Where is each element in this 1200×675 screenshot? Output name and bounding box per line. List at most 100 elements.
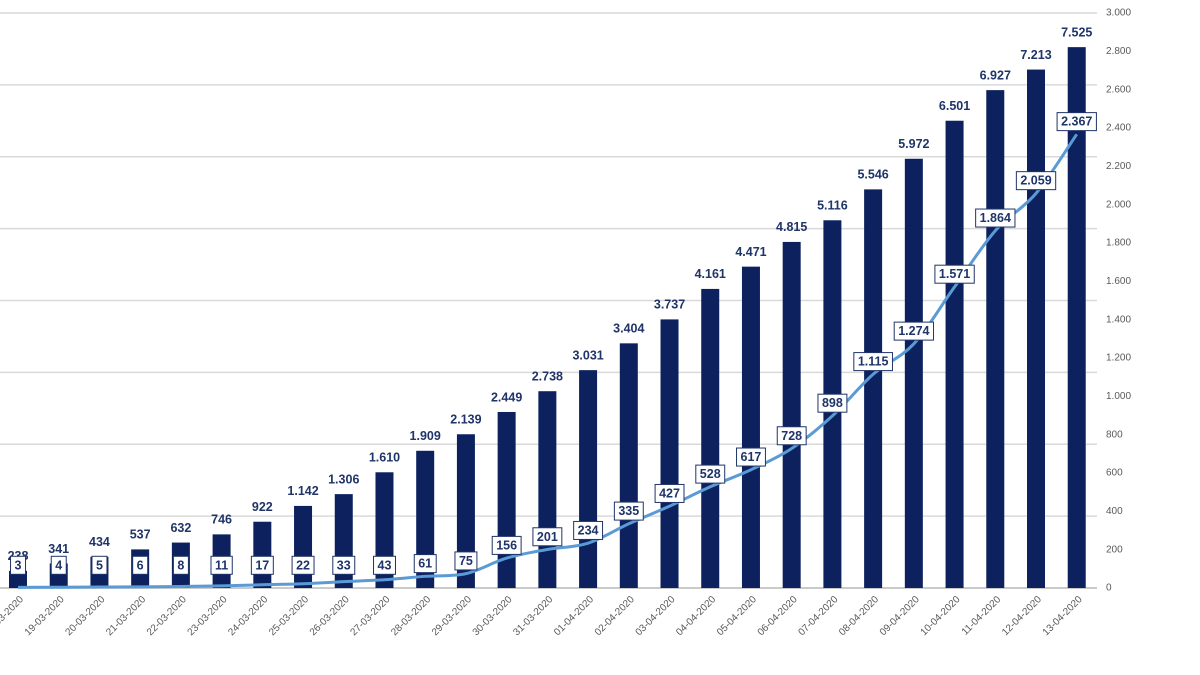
line-value-label: 156 bbox=[491, 535, 522, 555]
line-value-label: 6 bbox=[132, 555, 149, 575]
label-box bbox=[10, 555, 27, 575]
bar-value-label: 5.116 bbox=[817, 199, 848, 213]
x-tick-label: 07-04-2020 bbox=[796, 594, 840, 638]
bar-value-label: 7.213 bbox=[1020, 48, 1051, 62]
line-value-text: 61 bbox=[418, 557, 432, 571]
line-value-text: 11 bbox=[215, 558, 228, 572]
label-box bbox=[817, 393, 848, 413]
y2-tick-label: 1.000 bbox=[1106, 391, 1131, 402]
bar-value-label: 4.471 bbox=[735, 245, 766, 259]
y2-tick-label: 1.800 bbox=[1106, 238, 1131, 249]
label-box bbox=[573, 520, 604, 540]
x-tick-label: 30-03-2020 bbox=[471, 594, 515, 638]
bar bbox=[782, 241, 801, 588]
label-box bbox=[332, 555, 356, 575]
label-box bbox=[893, 321, 935, 341]
line-value-text: 3 bbox=[15, 558, 22, 572]
bar bbox=[701, 288, 720, 588]
y2-tick-label: 2.400 bbox=[1106, 123, 1131, 134]
label-box bbox=[50, 555, 67, 575]
x-tick-label: 06-04-2020 bbox=[756, 594, 800, 638]
bar-value-label: 2.139 bbox=[450, 413, 481, 427]
x-tick-label: 09-04-2020 bbox=[878, 594, 922, 638]
bar-value-label: 922 bbox=[252, 500, 273, 514]
bar bbox=[864, 189, 883, 588]
line-value-label: 898 bbox=[817, 393, 848, 413]
bar-value-label: 3.031 bbox=[572, 348, 603, 362]
line-value-text: 17 bbox=[255, 558, 269, 572]
line-value-text: 22 bbox=[296, 558, 310, 572]
bar bbox=[294, 505, 313, 588]
x-tick-label: 27-03-2020 bbox=[349, 594, 393, 638]
label-box bbox=[853, 352, 893, 372]
x-tick-label: 02-04-2020 bbox=[593, 594, 637, 638]
x-tick-label: 24-03-2020 bbox=[226, 594, 270, 638]
line-value-text: 1.274 bbox=[898, 324, 929, 338]
label-box bbox=[373, 555, 396, 575]
label-box bbox=[1015, 171, 1057, 191]
x-tick-label: 05-04-2020 bbox=[715, 594, 759, 638]
x-tick-label: 21-03-2020 bbox=[104, 594, 148, 638]
line-value-label: 61 bbox=[413, 554, 437, 574]
bar-value-label: 6.927 bbox=[980, 68, 1011, 82]
bar-value-label: 537 bbox=[130, 528, 151, 542]
line-value-text: 898 bbox=[822, 396, 843, 410]
y2-tick-label: 2.600 bbox=[1106, 84, 1131, 95]
line-value-text: 1.115 bbox=[858, 355, 889, 369]
line-value-text: 2.367 bbox=[1061, 115, 1092, 129]
line-value-text: 728 bbox=[781, 429, 802, 443]
line-value-text: 1.571 bbox=[939, 267, 970, 281]
line-value-text: 43 bbox=[378, 558, 392, 572]
label-box bbox=[454, 551, 478, 571]
line-value-text: 617 bbox=[741, 450, 762, 464]
x-tick-label: 20-03-2020 bbox=[63, 594, 107, 638]
label-box bbox=[491, 535, 522, 555]
x-tick-label: 25-03-2020 bbox=[267, 594, 311, 638]
bar-value-label: 5.546 bbox=[857, 168, 888, 182]
label-box bbox=[532, 527, 563, 547]
bar bbox=[1067, 47, 1086, 588]
bar-value-label: 434 bbox=[89, 535, 110, 549]
line-value-text: 8 bbox=[177, 558, 184, 572]
y2-tick-label: 600 bbox=[1106, 468, 1123, 479]
line-value-label: 1.274 bbox=[893, 321, 935, 341]
y2-tick-label: 0 bbox=[1106, 583, 1112, 594]
line-value-label: 427 bbox=[654, 483, 685, 503]
line-value-label: 1.864 bbox=[975, 208, 1016, 228]
x-tick-label: 08-04-2020 bbox=[837, 594, 881, 638]
bar-value-label: 4.161 bbox=[695, 267, 726, 281]
line-value-label: 528 bbox=[695, 464, 726, 484]
bar bbox=[9, 570, 27, 588]
y2-tick-label: 200 bbox=[1106, 544, 1123, 555]
line-value-text: 335 bbox=[618, 504, 639, 518]
bar-value-label: 2.738 bbox=[532, 370, 563, 384]
bar-value-label: 1.610 bbox=[369, 451, 400, 465]
line-value-label: 22 bbox=[291, 555, 315, 575]
x-tick-label: 29-03-2020 bbox=[430, 594, 474, 638]
bar-value-label: 3.737 bbox=[654, 298, 685, 312]
x-tick-label: 13-04-2020 bbox=[1041, 594, 1085, 638]
bar bbox=[945, 120, 964, 588]
line-value-text: 528 bbox=[700, 467, 721, 481]
line-value-label: 33 bbox=[332, 555, 356, 575]
label-box bbox=[132, 555, 149, 575]
line bbox=[17, 133, 1078, 589]
bar bbox=[741, 266, 760, 588]
bar bbox=[579, 370, 598, 588]
label-box bbox=[1056, 112, 1097, 132]
line-value-text: 75 bbox=[459, 554, 473, 568]
line-value-text: 201 bbox=[537, 530, 558, 544]
bar bbox=[456, 434, 475, 588]
y2-tick-label: 1.600 bbox=[1106, 276, 1131, 287]
label-box bbox=[172, 555, 189, 575]
line-value-label: 234 bbox=[573, 520, 604, 540]
x-tick-label: 19-03-2020 bbox=[23, 594, 67, 638]
line-value-label: 2.059 bbox=[1015, 171, 1057, 191]
bar-value-label: 4.815 bbox=[776, 220, 807, 234]
bar-value-label: 2.449 bbox=[491, 390, 522, 404]
line-value-label: 4 bbox=[50, 555, 67, 575]
bar-value-label: 7.525 bbox=[1061, 25, 1092, 39]
x-tick-label: 10-04-2020 bbox=[919, 594, 963, 638]
line-value-text: 427 bbox=[659, 486, 680, 500]
